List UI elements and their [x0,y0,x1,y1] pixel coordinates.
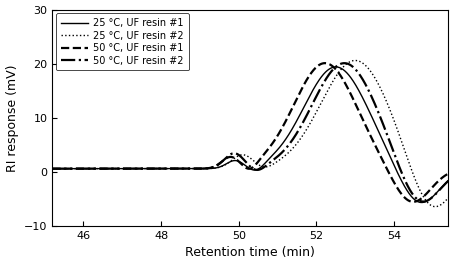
50 °C, UF resin #2 [95,167,100,170]
25 °C, UF resin #1 [446,179,451,182]
25 °C, UF resin #2 [352,59,358,62]
25 °C, UF resin #1 [219,165,224,168]
50 °C, UF resin #2 [202,167,207,170]
50 °C, UF resin #2 [342,61,347,65]
50 °C, UF resin #1 [95,167,100,170]
50 °C, UF resin #2 [446,179,451,182]
Legend: 25 °C, UF resin #1, 25 °C, UF resin #2, 50 °C, UF resin #1, 50 °C, UF resin #2: 25 °C, UF resin #1, 25 °C, UF resin #2, … [56,14,189,70]
50 °C, UF resin #1 [118,167,124,170]
50 °C, UF resin #1 [438,177,444,180]
50 °C, UF resin #2 [49,167,55,170]
25 °C, UF resin #1 [95,167,100,170]
50 °C, UF resin #1 [395,188,401,191]
25 °C, UF resin #2 [118,167,124,170]
25 °C, UF resin #1 [333,65,339,69]
25 °C, UF resin #2 [446,196,451,199]
50 °C, UF resin #1 [446,172,451,175]
25 °C, UF resin #2 [438,203,444,206]
50 °C, UF resin #1 [322,61,328,65]
25 °C, UF resin #1 [395,172,401,175]
25 °C, UF resin #2 [95,167,100,170]
50 °C, UF resin #2 [438,187,444,190]
50 °C, UF resin #2 [395,162,401,165]
50 °C, UF resin #1 [219,160,224,164]
X-axis label: Retention time (min): Retention time (min) [185,246,316,259]
25 °C, UF resin #2 [202,167,207,170]
25 °C, UF resin #1 [49,167,55,170]
25 °C, UF resin #2 [219,165,224,168]
Line: 25 °C, UF resin #1: 25 °C, UF resin #1 [52,67,449,202]
Line: 50 °C, UF resin #2: 50 °C, UF resin #2 [52,63,449,202]
50 °C, UF resin #1 [202,167,207,170]
Y-axis label: RI response (mV): RI response (mV) [5,64,19,171]
25 °C, UF resin #1 [419,201,424,204]
50 °C, UF resin #1 [410,200,416,204]
Line: 25 °C, UF resin #2: 25 °C, UF resin #2 [52,60,449,207]
50 °C, UF resin #1 [49,167,55,170]
50 °C, UF resin #2 [118,167,124,170]
50 °C, UF resin #2 [219,161,224,164]
25 °C, UF resin #1 [438,187,444,190]
25 °C, UF resin #1 [118,167,124,170]
Line: 50 °C, UF resin #1: 50 °C, UF resin #1 [52,63,449,202]
25 °C, UF resin #2 [433,205,438,208]
25 °C, UF resin #2 [49,167,55,170]
25 °C, UF resin #1 [202,167,207,170]
25 °C, UF resin #2 [395,130,401,133]
50 °C, UF resin #2 [420,200,426,203]
